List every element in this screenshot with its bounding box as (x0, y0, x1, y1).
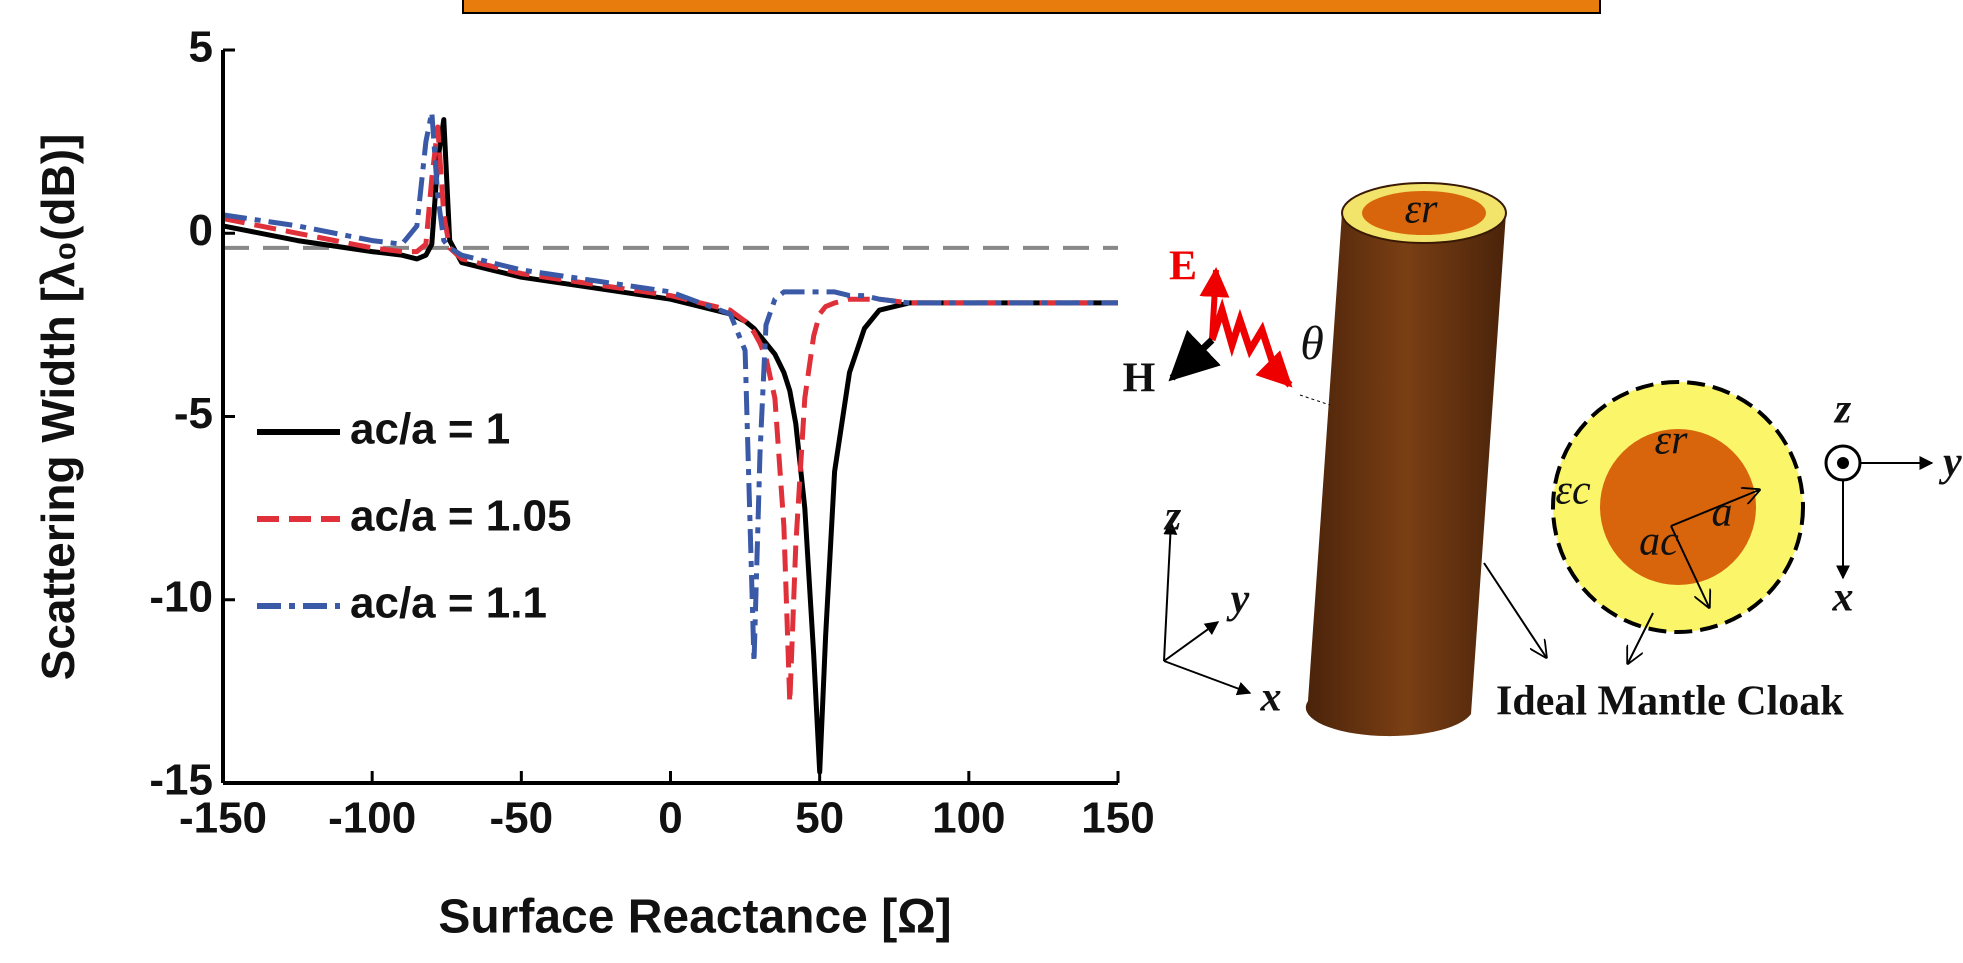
core-top (1362, 191, 1486, 235)
series-line (222, 124, 1118, 705)
wave (1208, 298, 1293, 388)
radius (1670, 525, 1709, 607)
label: x (1260, 675, 1282, 721)
x-tick-label: -100 (328, 794, 416, 843)
legend-label: ac/a = 1.05 (350, 492, 571, 541)
banner (462, 0, 1601, 14)
caption: Ideal Mantle Cloak (1496, 679, 1844, 725)
legend-label: ac/a = 1.1 (350, 579, 547, 628)
x-axis-label: Surface Reactance [Ω] (438, 891, 951, 944)
dot (1837, 457, 1849, 469)
label: ac (1639, 519, 1679, 565)
x-tick-label: -150 (179, 794, 267, 843)
label: y (1938, 440, 1962, 486)
x-tick-label: 0 (658, 794, 682, 843)
pointer (1483, 562, 1546, 657)
label: y (1226, 577, 1250, 623)
label: x (1832, 575, 1854, 621)
y-tick-label: 5 (189, 23, 213, 72)
x-tick-label: -50 (490, 794, 554, 843)
label: E (1169, 244, 1197, 290)
axis (1163, 660, 1252, 696)
label: εr (1655, 418, 1689, 464)
label: a (1712, 490, 1733, 536)
axis (1163, 621, 1220, 662)
label: H (1123, 356, 1156, 402)
series-line (222, 109, 1118, 665)
label: εr (1405, 187, 1439, 233)
diagram: εr E H θ z y x εr εc a ac Ideal Mantle C… (1123, 182, 1962, 737)
y-axis-label: Scattering Width [λ₀(dB)] (32, 134, 84, 681)
x-tick-label: 100 (932, 794, 1005, 843)
label: θ (1300, 317, 1324, 370)
y-tick-label: -5 (174, 389, 213, 438)
label: z (1163, 494, 1182, 540)
y-tick-label: 0 (189, 206, 213, 255)
x-tick-label: 150 (1081, 794, 1154, 843)
y-tick-label: -15 (149, 756, 213, 805)
pointer (1628, 612, 1654, 663)
cylinder (1305, 213, 1506, 737)
core (1600, 429, 1756, 585)
x-tick-label: 50 (795, 794, 844, 843)
dash (1299, 394, 1331, 406)
series-line (222, 117, 1118, 775)
axis (1163, 520, 1178, 662)
y-tick-label: -10 (149, 572, 213, 621)
label: εc (1555, 468, 1591, 514)
legend-label: ac/a = 1 (350, 405, 510, 454)
h-arrow (1168, 329, 1221, 382)
radius (1670, 490, 1759, 527)
label: z (1833, 387, 1852, 433)
